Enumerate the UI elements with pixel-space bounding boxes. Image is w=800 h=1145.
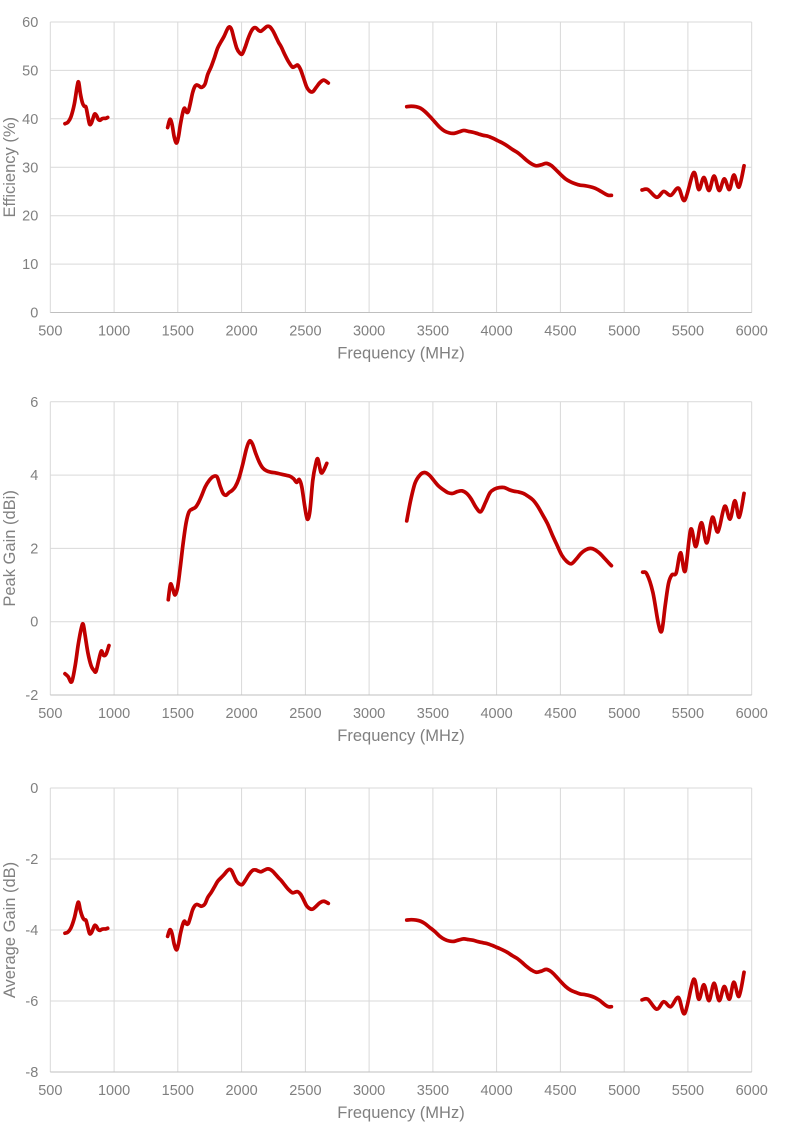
gridlines [49,787,753,1072]
series-segment [165,867,331,952]
x-tick-label: 500 [38,1083,62,1099]
y-tick-label: 0 [30,306,38,322]
x-tick-label: 1500 [162,1083,194,1099]
series-segment [165,24,331,145]
x-tick-label: 500 [38,706,62,722]
axis-tick-labels: -8 -6 -4 -2 0 500 1000 1500 2000 2500 3000 3500 4000… [25,781,767,1099]
average-gain-chart: -8 -6 -4 -2 0 500 1000 1500 2000 2500 3000 3500 4000… [0,764,800,1145]
x-tick-label: 3500 [417,706,449,722]
x-axis-title: Frequency (MHz) [337,727,464,745]
x-tick-label: 4000 [480,1083,512,1099]
x-tick-label: 500 [38,324,62,340]
x-tick-label: 6000 [736,1083,768,1099]
x-tick-label: 5500 [672,1083,704,1099]
series-segment [63,79,110,127]
efficiency-chart: 0 10 20 30 40 50 60 500 1000 1500 2000 2500 3000 3500… [0,0,800,382]
series-segment [404,104,614,198]
y-tick-label: -2 [25,852,38,868]
x-tick-label: 1000 [98,706,130,722]
chart-canvas: -2 0 2 4 6 500 1000 1500 2000 2500 3000 3500 4000 450… [1,395,768,745]
x-tick-label: 4000 [480,324,512,340]
x-tick-label: 2500 [289,706,321,722]
x-tick-label: 4500 [544,706,576,722]
x-tick-label: 1000 [98,1083,130,1099]
x-tick-label: 3000 [353,324,385,340]
series-segment [640,970,746,1016]
y-tick-label: -2 [25,688,38,704]
chart-canvas: -8 -6 -4 -2 0 500 1000 1500 2000 2500 3000 3500 4000… [1,781,768,1122]
x-tick-label: 1500 [162,706,194,722]
axis-tick-labels: 0 10 20 30 40 50 60 500 1000 1500 2000 2500 3000 3500… [22,15,768,340]
x-tick-label: 4500 [544,1083,576,1099]
y-tick-label: 0 [30,781,38,797]
y-axis-title: Average Gain (dB) [1,862,19,998]
chart-canvas: 0 10 20 30 40 50 60 500 1000 1500 2000 2500 3000 3500… [1,15,768,363]
gridlines [49,401,753,695]
series-segment [640,163,746,203]
x-axis-title: Frequency (MHz) [337,345,464,363]
x-tick-label: 2000 [225,1083,257,1099]
x-tick-label: 6000 [736,706,768,722]
x-tick-label: 5000 [608,324,640,340]
x-tick-label: 2500 [289,1083,321,1099]
x-tick-label: 2000 [225,706,257,722]
y-tick-label: 50 [22,63,38,79]
y-tick-label: 0 [30,615,38,631]
x-tick-label: 2500 [289,324,321,340]
x-tick-label: 4000 [480,706,512,722]
gridlines [49,21,753,313]
x-tick-label: 2000 [225,324,257,340]
y-tick-label: -8 [25,1065,38,1081]
x-tick-label: 5000 [608,706,640,722]
x-tick-label: 3000 [353,706,385,722]
x-tick-label: 5500 [672,324,704,340]
x-tick-label: 1500 [162,324,194,340]
x-tick-label: 4500 [544,324,576,340]
series-segment [63,900,110,936]
y-axis-title: Peak Gain (dBi) [1,490,19,606]
series-segment [404,470,614,568]
y-tick-label: 6 [30,395,38,411]
series-segment [640,491,746,634]
y-tick-label: 40 [22,112,38,128]
x-axis-title: Frequency (MHz) [337,1104,464,1122]
series-segment [63,621,111,685]
y-tick-label: 30 [22,160,38,176]
y-tick-label: 60 [22,15,38,31]
series-segment [404,917,614,1009]
x-tick-label: 3000 [353,1083,385,1099]
peak-gain-chart: -2 0 2 4 6 500 1000 1500 2000 2500 3000 3500 4000 450… [0,382,800,764]
series-line [63,438,746,685]
x-tick-label: 6000 [736,324,768,340]
x-tick-label: 5000 [608,1083,640,1099]
x-tick-label: 3500 [417,324,449,340]
y-tick-label: -4 [25,923,38,939]
x-tick-label: 3500 [417,1083,449,1099]
y-tick-label: 2 [30,541,38,557]
series-segment [166,438,329,602]
y-tick-label: 4 [30,468,38,484]
series-line [63,24,746,203]
y-tick-label: -6 [25,994,38,1010]
axis-tick-labels: -2 0 2 4 6 500 1000 1500 2000 2500 3000 3500 4000 450… [25,395,767,722]
x-tick-label: 1000 [98,324,130,340]
y-tick-label: 10 [22,257,38,273]
y-axis-title: Efficiency (%) [1,117,19,218]
x-tick-label: 5500 [672,706,704,722]
y-tick-label: 20 [22,209,38,225]
series-line [63,867,746,1016]
